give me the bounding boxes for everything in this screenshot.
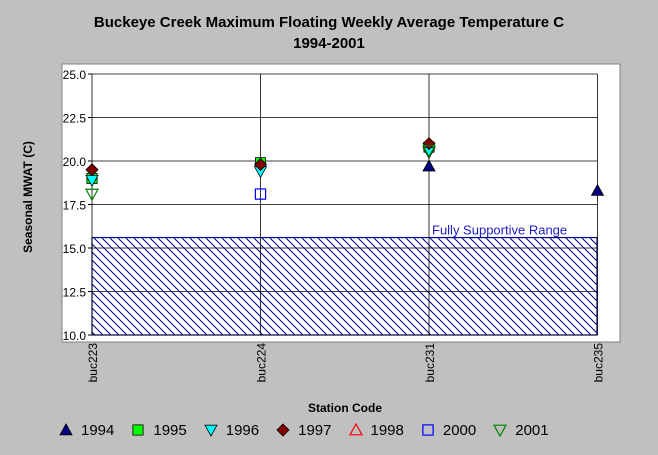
y-tick-label: 17.5 (63, 199, 87, 213)
legend-item-1997: 1997 (275, 421, 332, 439)
x-tick-label: buc223 (86, 343, 100, 383)
x-tick-label: buc231 (423, 343, 437, 383)
data-point-1997 (422, 137, 436, 151)
legend-item-1994: 1994 (58, 422, 114, 439)
legend-marker-icon (422, 424, 434, 436)
legend-item-2001: 2001 (492, 421, 549, 439)
y-tick-label: 25.0 (63, 68, 87, 82)
legend-label: 1996 (225, 421, 260, 439)
legend-label: 1994 (81, 421, 115, 439)
legend-item-2000: 2000 (420, 422, 476, 439)
chart-subtitle: 1994-2001 (293, 35, 365, 52)
data-point-1997 (85, 163, 99, 177)
legend-marker-1994 (59, 423, 73, 436)
y-tick-label: 22.5 (63, 112, 87, 126)
data-point-1994 (422, 159, 436, 172)
y-tick-label: 20.0 (63, 155, 87, 169)
legend-item-1998: 1998 (348, 422, 404, 439)
legend-marker-1996 (204, 424, 218, 437)
chart-title: Buckeye Creek Maximum Floating Weekly Av… (93, 14, 565, 31)
data-point-1997 (253, 157, 268, 172)
legend-marker-icon (59, 423, 73, 436)
legend-marker-1995 (132, 424, 144, 436)
legend-label: 2000 (442, 421, 477, 439)
y-axis-label: Seasonal MWAT (C) (21, 141, 35, 253)
legend-marker-2001 (493, 424, 508, 438)
legend-marker-icon (132, 424, 144, 436)
data-point-2000 (254, 188, 267, 200)
legend-marker-2000 (422, 424, 434, 436)
legend-marker-icon (204, 424, 218, 437)
legend-label: 1997 (298, 421, 332, 439)
legend-marker-1998 (348, 422, 363, 436)
legend-item-1995: 1995 (130, 421, 187, 439)
supportive-range-band (91, 236, 598, 336)
legend-marker-1997 (276, 423, 290, 437)
data-point-2001 (421, 145, 437, 158)
legend-label: 1998 (370, 421, 404, 439)
legend-marker-icon (276, 423, 290, 437)
legend-marker-icon (493, 424, 508, 438)
data-point-1994 (590, 183, 605, 196)
data-point-2001 (84, 188, 100, 202)
x-tick-label: buc235 (592, 343, 606, 383)
chart-legend: 1994 1995 1996 1997 1998 2000 2001 (58, 420, 565, 440)
legend-label: 1995 (153, 421, 187, 439)
legend-label: 2001 (515, 421, 549, 439)
plot-frame (61, 63, 621, 343)
legend-marker-icon (348, 422, 363, 436)
x-tick-label: buc224 (255, 343, 269, 383)
y-tick-label: 12.5 (63, 286, 87, 300)
y-tick-label: 10.0 (63, 329, 87, 343)
y-tick-label: 15.0 (63, 242, 87, 256)
x-axis-label: Station Code (308, 401, 382, 415)
legend-item-1996: 1996 (203, 422, 259, 439)
band-label: Fully Supportive Range (432, 223, 567, 238)
